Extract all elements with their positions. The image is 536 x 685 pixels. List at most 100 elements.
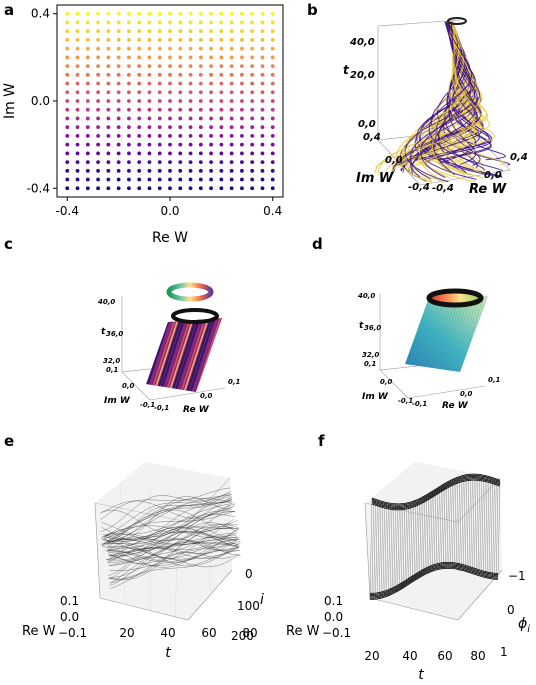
panel-a-point xyxy=(116,134,121,138)
panel-d-tube xyxy=(405,296,488,372)
panel-a-point xyxy=(178,72,183,77)
panel-d-letter: d xyxy=(312,235,323,253)
panel-c-stripe xyxy=(188,318,216,392)
panel-a-point xyxy=(75,107,80,112)
panel-a-point xyxy=(65,151,70,156)
panel-a-point xyxy=(168,160,172,164)
panel-a-point xyxy=(250,38,255,42)
panel-d-tick-im-00: 0,0 xyxy=(380,378,393,386)
panel-a-point xyxy=(178,116,183,121)
panel-a-point xyxy=(106,134,111,138)
panel-a-point xyxy=(178,90,183,95)
panel-a-point xyxy=(219,116,224,121)
panel-a-point xyxy=(250,107,255,112)
panel-d-relabel: Re W xyxy=(442,401,469,411)
panel-a-point xyxy=(116,151,121,156)
panel-a-point xyxy=(106,64,111,68)
panel-a-point xyxy=(240,72,244,77)
panel-b-trajectory xyxy=(448,22,477,165)
panel-a-point xyxy=(85,38,90,42)
panel-f-surface-line xyxy=(389,503,393,596)
panel-a-point xyxy=(106,20,111,25)
panel-d: d 40,0 36,0 32,0 0,1 0,0 -0,1 -0,1 0,0 0… xyxy=(312,235,517,411)
panel-f-surface-line xyxy=(466,474,470,572)
panel-a-point xyxy=(116,107,121,112)
panel-a-point xyxy=(240,177,244,182)
panel-d-line xyxy=(418,296,446,372)
panel-f-surface-line xyxy=(371,498,375,600)
panel-a-point xyxy=(157,72,162,77)
panel-a-point xyxy=(137,20,142,25)
panel-f-surface-line xyxy=(402,503,406,589)
panel-f-surface-line xyxy=(459,475,462,570)
panel-a-point xyxy=(147,186,152,191)
panel-a-point xyxy=(270,116,275,121)
panel-a-point xyxy=(75,177,80,182)
panel-a-point xyxy=(219,46,224,51)
panel-a-point xyxy=(209,29,213,34)
panel-d-line xyxy=(491,296,517,376)
panel-a-point xyxy=(157,29,162,34)
panel-a-point xyxy=(168,11,172,16)
panel-f-edge-line xyxy=(371,476,501,507)
panel-f-surface-line xyxy=(437,486,440,570)
panel-a-point xyxy=(147,55,152,60)
panel-c-stripe xyxy=(237,316,263,396)
panel-a-point xyxy=(65,125,70,130)
panel-f-surface-line xyxy=(450,479,453,569)
panel-f-surface-line xyxy=(444,482,448,569)
panel-a-point xyxy=(260,90,265,95)
panel-a-point xyxy=(116,116,121,121)
panel-a-point xyxy=(85,29,90,34)
panel-a-point xyxy=(240,151,244,156)
panel-a-point xyxy=(85,107,90,112)
panel-a-point xyxy=(270,55,275,60)
panel-a-point xyxy=(85,11,90,16)
panel-a-point xyxy=(137,125,142,130)
panel-a-point xyxy=(240,116,244,121)
panel-a-point xyxy=(116,38,121,42)
panel-a-point xyxy=(106,99,111,103)
panel-e-tick-i-100: 100 xyxy=(237,599,260,613)
panel-c-stripe xyxy=(185,318,213,392)
panel-a-point xyxy=(85,90,90,95)
panel-a-point xyxy=(137,29,142,34)
panel-a-point xyxy=(116,29,121,34)
panel-a-ticks: -0.4 0.0 0.4 0.4 0.0 -0.4 xyxy=(27,7,283,218)
panel-c-stripe xyxy=(240,316,266,396)
panel-f-surface-line xyxy=(435,487,439,571)
panel-f-surface-line xyxy=(378,501,382,599)
panel-e-line xyxy=(107,531,238,563)
panel-a-point xyxy=(75,142,80,147)
panel-e-line xyxy=(106,529,237,550)
panel-a-point xyxy=(85,55,90,60)
panel-a-point xyxy=(106,160,111,164)
panel-a-point xyxy=(250,55,255,60)
panel-e-tick-t-40: 40 xyxy=(160,626,175,640)
panel-a-point xyxy=(116,46,121,51)
panel-a-point xyxy=(137,107,142,112)
panel-b-trajectory xyxy=(409,21,479,180)
panel-a-point xyxy=(209,160,213,164)
panel-a-point xyxy=(127,11,131,16)
panel-e-line xyxy=(104,505,235,549)
panel-a-point xyxy=(168,177,172,182)
panel-f-surface-line xyxy=(497,480,501,580)
panel-a-point xyxy=(250,177,255,182)
panel-a-point xyxy=(106,177,111,182)
panel-a-point xyxy=(178,151,183,156)
panel-a-point xyxy=(198,151,203,156)
panel-a-point xyxy=(240,64,244,68)
panel-a-point xyxy=(147,177,152,182)
panel-d-top-cap xyxy=(426,288,484,308)
panel-a-point xyxy=(229,142,234,147)
panel-a-letter: a xyxy=(4,1,14,19)
panel-a-point xyxy=(188,46,193,51)
panel-d-line xyxy=(451,296,479,372)
panel-a-point xyxy=(250,64,255,68)
panel-f-surface-line xyxy=(428,492,431,573)
panel-b-trajectory xyxy=(408,21,475,171)
panel-a-point xyxy=(75,81,80,86)
panel-c-stripe xyxy=(170,318,198,392)
panel-f-surface-line xyxy=(433,488,437,571)
